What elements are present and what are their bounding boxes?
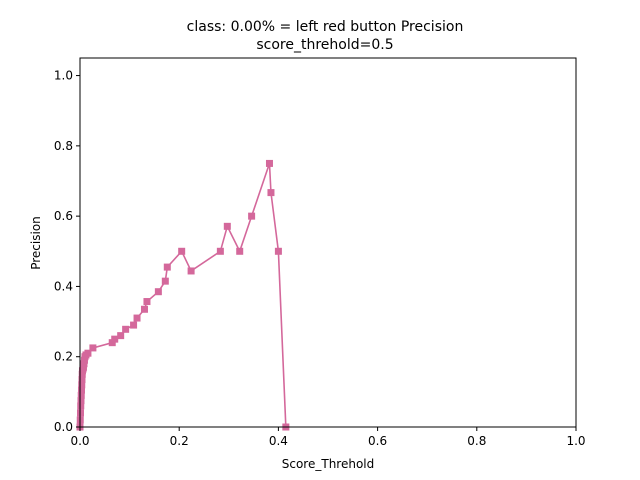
data-point-marker [161,277,169,285]
data-point-marker [77,397,85,405]
y-tick-label: 0.4 [54,279,73,293]
data-point-marker [163,263,171,271]
data-point-marker [77,402,85,410]
data-point-marker [248,212,256,220]
y-tick-label: 0.2 [54,350,73,364]
y-tick-label: 0.6 [54,209,73,223]
x-tick-label: 0.8 [467,434,486,448]
data-point-marker [84,349,92,357]
plot-area-frame [79,57,577,428]
data-point-marker [178,247,186,255]
data-point-marker [265,159,273,167]
x-tick-label: 1.0 [566,434,585,448]
y-tick-label: 0.8 [54,139,73,153]
x-tick-label: 0.2 [170,434,189,448]
data-point-marker [187,267,195,275]
series-line [79,163,287,428]
x-axis-ticks: 0.0 0.2 0.4 0.6 0.8 1.0 [70,427,586,448]
chart-title-line1: class: 0.00% = left red button Precision [187,19,464,35]
data-point-marker [216,247,224,255]
x-axis-label: Score_Threhold [282,457,375,471]
chart-title-line2: score_threhold=0.5 [256,37,393,53]
y-tick-label: 1.0 [54,69,73,83]
y-axis-ticks: 0.0 0.2 0.4 0.6 0.8 1.0 [54,69,80,434]
data-point-marker [154,288,162,296]
data-point-marker [78,381,86,389]
data-point-marker [143,298,151,306]
series-layer [76,159,290,431]
data-point-marker [77,391,85,399]
data-point-marker [108,339,116,347]
data-point-marker [117,332,125,340]
data-point-marker [111,335,119,343]
data-point-marker [223,222,231,230]
x-tick-label: 0.4 [269,434,288,448]
data-point-marker [130,321,138,329]
data-point-marker [133,314,141,322]
data-point-marker [80,356,88,364]
data-point-marker [140,305,148,313]
data-point-marker [274,247,282,255]
data-point-marker [78,376,86,384]
data-point-marker [79,363,87,371]
data-point-marker [89,344,97,352]
data-point-marker [236,247,244,255]
data-point-marker [77,386,85,394]
data-point-marker [267,189,275,197]
data-point-marker [122,325,130,333]
y-axis-label: Precision [29,216,43,270]
x-tick-label: 0.0 [70,434,89,448]
y-tick-label: 0.0 [54,420,73,434]
data-point-marker [78,370,86,378]
x-tick-label: 0.6 [368,434,387,448]
data-point-marker [80,360,88,368]
